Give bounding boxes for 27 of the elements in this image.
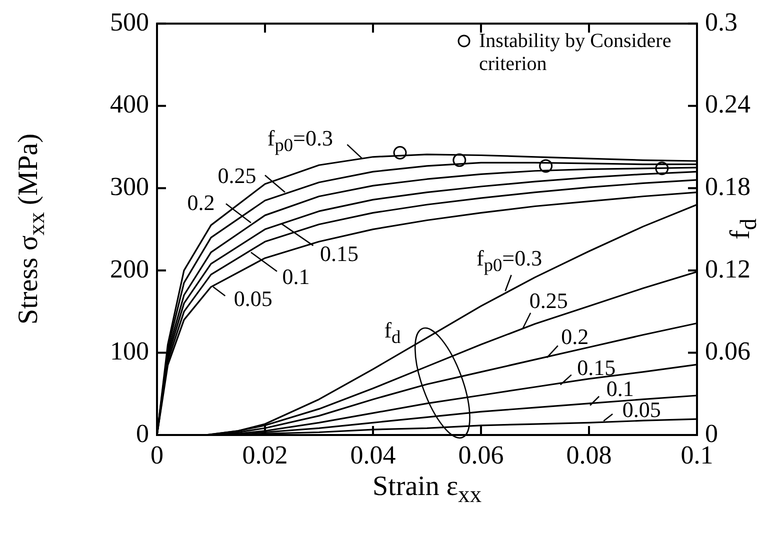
y-tick-label: 500 [110, 7, 149, 36]
annotation: f$_{d}$ [384, 318, 401, 347]
x-tick-label: 0.06 [458, 440, 504, 470]
x-axis-title: Strain ε$_{xx}$ [372, 471, 482, 509]
y-tick-label: 0 [136, 418, 149, 448]
y2-tick-label: 0.12 [705, 254, 750, 284]
y-tick-label: 200 [110, 254, 149, 284]
y2-tick-label: 0.18 [705, 172, 750, 201]
annotation: 0.1 [282, 264, 310, 290]
annotation: 0.15 [320, 240, 358, 266]
annotation: 0.2 [187, 190, 215, 215]
annotation: f$_{p0}$=0.3 [267, 125, 333, 155]
x-tick-label: 0.04 [350, 440, 396, 470]
y-tick-label: 100 [110, 336, 149, 366]
x-tick-label: 0.02 [242, 440, 288, 470]
legend-label: Instability by Considere criterion [479, 30, 672, 76]
annotation: 0.2 [561, 324, 589, 349]
y2-tick-label: 0.06 [705, 336, 750, 366]
y2-tick-label: 0.24 [705, 90, 750, 119]
annotation: 0.05 [234, 286, 272, 311]
x-tick-label: 0.08 [566, 440, 612, 470]
y-tick-label: 400 [110, 90, 149, 119]
annotation: 0.25 [218, 163, 256, 188]
annotation: f$_{p0}$=0.3 [476, 246, 542, 276]
y2-tick-label: 0.3 [705, 7, 738, 36]
y-tick-label: 300 [110, 172, 149, 201]
annotation: 0.25 [529, 288, 568, 313]
